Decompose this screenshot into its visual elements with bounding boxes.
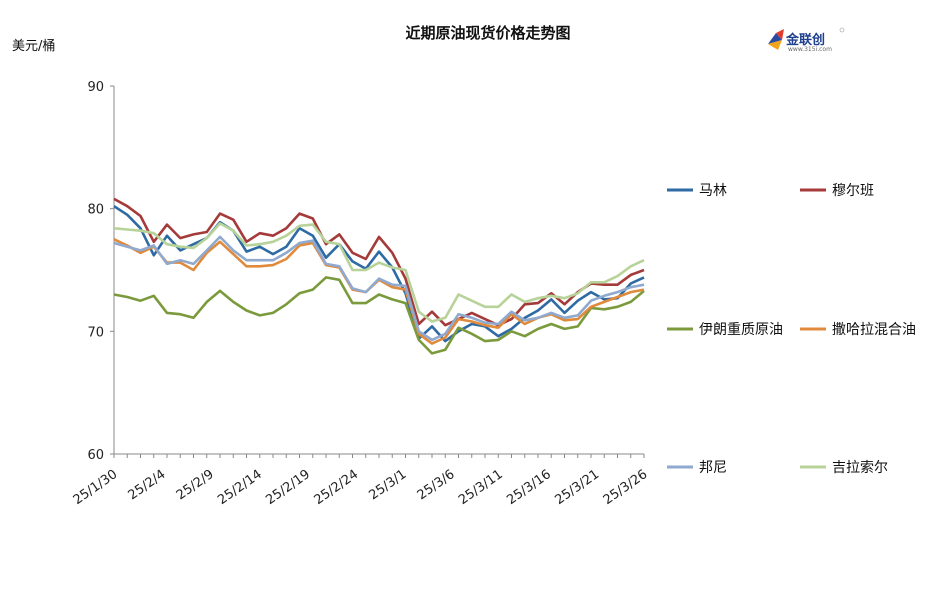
y-tick-label: 60 xyxy=(87,448,104,463)
x-tick-label: 25/2/9 xyxy=(174,467,217,503)
registered-mark-icon xyxy=(839,27,845,33)
axes: 60 70 80 90 25/1/30 25/2/4 25/2/925/2/1425/2/1… xyxy=(71,80,651,508)
x-tick-label: 25/3/6 xyxy=(415,467,458,503)
x-tick-label: 25/3/11 xyxy=(456,467,506,508)
legend-label: 邦尼 xyxy=(699,460,727,476)
x-tick-label: 25/3/21 xyxy=(552,467,602,508)
legend-item-2: 伊朗重质原油 xyxy=(667,322,783,338)
y-tick-label: 70 xyxy=(87,325,104,340)
legend-label: 撒哈拉混合油 xyxy=(832,322,916,338)
legend-label: 吉拉索尔 xyxy=(832,459,888,476)
logo-wordmark: 金联创 xyxy=(785,32,825,48)
x-tick-label: 25/3/26 xyxy=(601,467,651,508)
x-tick-label: 25/3/16 xyxy=(504,467,554,508)
x-tick-label: 25/2/19 xyxy=(263,467,313,508)
legend-item-5: 吉拉索尔 xyxy=(800,459,888,476)
legend-item-3: 撒哈拉混合油 xyxy=(800,322,916,338)
y-tick-label: 90 xyxy=(87,80,104,95)
legend-label: 马林 xyxy=(699,183,727,199)
logo-url: www.315i.com xyxy=(788,46,832,53)
x-tick-label: 25/3/1 xyxy=(367,467,410,503)
legend-label: 穆尔班 xyxy=(832,183,874,199)
x-tick-label: 25/2/14 xyxy=(215,467,265,508)
y-tick-label: 80 xyxy=(87,203,104,218)
legend-item-0: 马林 xyxy=(667,183,727,199)
series-line-2 xyxy=(113,276,645,355)
legend-item-4: 邦尼 xyxy=(667,460,727,476)
series-layer xyxy=(113,197,645,355)
chart-title: 近期原油现货价格走势图 xyxy=(405,24,570,42)
series-line-4 xyxy=(113,235,645,342)
legend-item-1: 穆尔班 xyxy=(800,183,874,199)
legend-label: 伊朗重质原油 xyxy=(699,322,783,338)
brand-logo: 金联创 www.315i.com xyxy=(768,27,845,53)
x-tick-label: 25/2/24 xyxy=(312,467,362,508)
series-line-5 xyxy=(113,222,645,323)
logo-icon xyxy=(768,29,784,50)
x-tick-label: 25/2/4 xyxy=(126,467,169,503)
y-axis-label: 美元/桶 xyxy=(12,39,55,54)
x-tick-label: 25/1/30 xyxy=(71,467,121,508)
